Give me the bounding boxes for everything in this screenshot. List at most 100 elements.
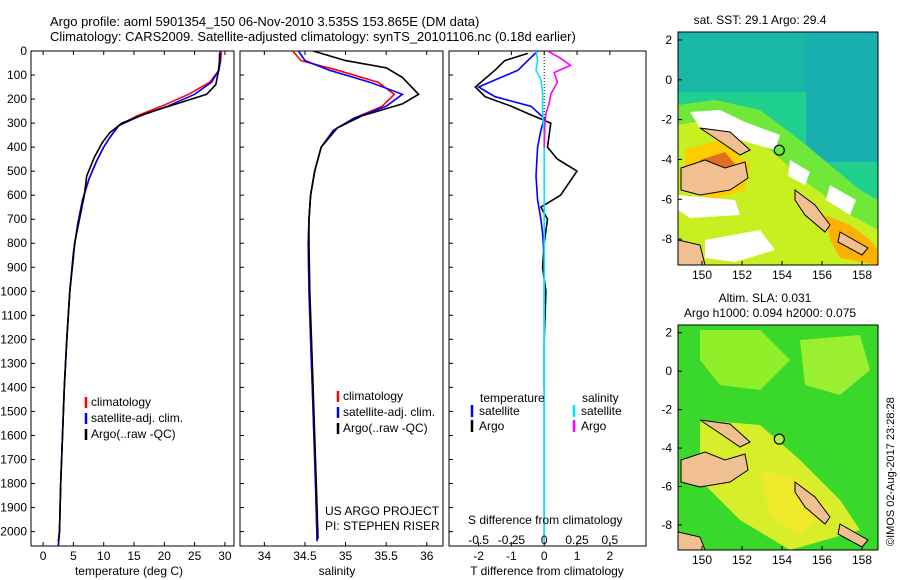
profile-location-marker bbox=[773, 433, 785, 445]
figure-title-line1: Argo profile: aoml 5901354_150 06-Nov-20… bbox=[50, 14, 480, 29]
depth-tick-label: 500 bbox=[7, 164, 27, 178]
x-tick-label: 10 bbox=[97, 549, 111, 563]
legend-satellite-label: satellite-adj. clim. bbox=[91, 411, 183, 425]
depth-tick-label: 1700 bbox=[0, 452, 27, 466]
salinity-panel: 34 34.5 35 35.5 36 salinity climatology sate… bbox=[239, 50, 444, 578]
x-tick-label: 0 bbox=[40, 549, 47, 563]
series-line-argo-raw-qc- bbox=[308, 51, 420, 539]
sla-peak-south bbox=[760, 470, 830, 535]
map-y-tick-label: -4 bbox=[661, 441, 672, 455]
x-tick-label: 36 bbox=[420, 549, 434, 563]
pi-annotation: PI: STEPHEN RISER bbox=[325, 519, 440, 533]
salinity-axes-frame bbox=[239, 50, 444, 547]
x-tick-label: 35.5 bbox=[374, 549, 398, 563]
depth-tick-label: 700 bbox=[7, 212, 27, 226]
s-tick-label: 0 bbox=[541, 533, 548, 547]
difference-depth-ticks bbox=[449, 50, 453, 533]
sst-map-ticks: 150 152 154 156 158 2 0 -2 -4 -6 -8 bbox=[661, 33, 872, 282]
x-tick-label: 5 bbox=[70, 549, 77, 563]
sla-high-north bbox=[700, 330, 790, 390]
x-tick-label: 34 bbox=[258, 549, 272, 563]
x-tick-label: 30 bbox=[218, 549, 232, 563]
temperature-axis-ticks: 0 5 10 15 20 25 30 bbox=[40, 51, 232, 563]
png-mainland bbox=[678, 239, 706, 265]
map-x-tick-label: 152 bbox=[732, 268, 752, 282]
temperature-axes-frame bbox=[30, 50, 235, 547]
legend-argo-label: Argo(..raw -QC) bbox=[343, 421, 428, 435]
map-x-tick-label: 150 bbox=[692, 268, 712, 282]
map-x-tick-label: 156 bbox=[812, 268, 832, 282]
new-britain-island bbox=[680, 451, 749, 488]
map-x-tick-label: 156 bbox=[812, 553, 832, 567]
temperature-panel: 0100200300400500600700800900100011001200… bbox=[0, 44, 235, 578]
project-annotation: US ARGO PROJECT bbox=[325, 504, 440, 518]
legend-t-argo-label: Argo bbox=[479, 419, 505, 433]
series-line-s-argo bbox=[543, 51, 573, 148]
map-y-tick-label: -2 bbox=[661, 113, 672, 127]
legend-s-argo-label: Argo bbox=[581, 419, 607, 433]
map-y-tick-label: 2 bbox=[665, 326, 672, 340]
map-y-tick-label: 0 bbox=[665, 364, 672, 378]
depth-tick-label: 400 bbox=[7, 140, 27, 154]
depth-tick-label: 200 bbox=[7, 92, 27, 106]
legend-t-satellite-label: satellite bbox=[479, 404, 520, 418]
map-x-tick-label: 154 bbox=[772, 553, 792, 567]
x-tick-label: 25 bbox=[188, 549, 202, 563]
legend-satellite-label: satellite-adj. clim. bbox=[343, 405, 435, 419]
cloud-mask-1 bbox=[690, 110, 780, 150]
depth-tick-label: 1500 bbox=[0, 404, 27, 418]
legend-s-satellite-label: satellite bbox=[581, 404, 622, 418]
depth-tick-label: 2000 bbox=[0, 525, 27, 539]
depth-tick-label: 1200 bbox=[0, 332, 27, 346]
new-britain-island bbox=[680, 159, 749, 196]
sla-map-frame bbox=[677, 324, 879, 551]
s-tick-label: 0.25 bbox=[565, 533, 589, 547]
legend-temperature-title: temperature bbox=[480, 391, 545, 405]
depth-tick-label: 1300 bbox=[0, 356, 27, 370]
temperature-legend: climatology satellite-adj. clim. Argo(..… bbox=[84, 395, 183, 441]
s-difference-label: S difference from climatology bbox=[468, 513, 623, 527]
map-x-tick-label: 154 bbox=[772, 268, 792, 282]
solomon-island bbox=[837, 231, 869, 256]
legend-climatology-label: climatology bbox=[91, 395, 151, 409]
png-mainland bbox=[678, 531, 706, 550]
depth-tick-label: 1000 bbox=[0, 284, 27, 298]
difference-xlabel: T difference from climatology bbox=[470, 564, 624, 578]
bougainville-island bbox=[794, 481, 831, 525]
cloud-mask-5 bbox=[705, 230, 775, 262]
depth-tick-label: 900 bbox=[7, 260, 27, 274]
sst-field bbox=[678, 32, 878, 265]
legend-argo-label: Argo(..raw -QC) bbox=[91, 427, 176, 441]
depth-tick-label: 1400 bbox=[0, 380, 27, 394]
salinity-axis-ticks: 34 34.5 35 35.5 36 bbox=[258, 51, 434, 563]
difference-panel: -2 -1 0 1 2 S difference from climatology -0… bbox=[448, 50, 647, 578]
x-tick-label: -1 bbox=[506, 549, 517, 563]
depth-tick-label: 1600 bbox=[0, 428, 27, 442]
x-tick-label: 15 bbox=[127, 549, 141, 563]
x-tick-label: 0 bbox=[541, 549, 548, 563]
depth-tick-label: 0 bbox=[20, 44, 27, 58]
difference-axes-frame bbox=[448, 50, 647, 547]
map-y-tick-label: -8 bbox=[661, 232, 672, 246]
sla-field bbox=[678, 325, 878, 550]
x-tick-label: 35 bbox=[339, 549, 353, 563]
map-y-tick-label: -2 bbox=[661, 403, 672, 417]
new-ireland-island bbox=[699, 419, 751, 448]
sst-map-title: sat. SST: 29.1 Argo: 29.4 bbox=[694, 13, 827, 27]
s-tick-label: 0.5 bbox=[602, 533, 619, 547]
cloud-mask-3 bbox=[788, 160, 810, 185]
x-tick-label: 1 bbox=[574, 549, 581, 563]
figure-title-line2: Climatology: CARS2009. Satellite-adjuste… bbox=[50, 29, 576, 44]
map-x-tick-label: 158 bbox=[852, 553, 872, 567]
depth-tick-label: 100 bbox=[7, 68, 27, 82]
depth-tick-label: 1100 bbox=[1, 308, 27, 322]
map-y-tick-label: -4 bbox=[661, 152, 672, 166]
temperature-xlabel: temperature (deg C) bbox=[75, 564, 183, 578]
depth-tick-label: 800 bbox=[7, 236, 27, 250]
map-x-tick-label: 158 bbox=[852, 268, 872, 282]
cloud-mask-4 bbox=[826, 185, 856, 215]
salinity-lines bbox=[292, 51, 420, 542]
profile-location-marker bbox=[773, 144, 785, 156]
